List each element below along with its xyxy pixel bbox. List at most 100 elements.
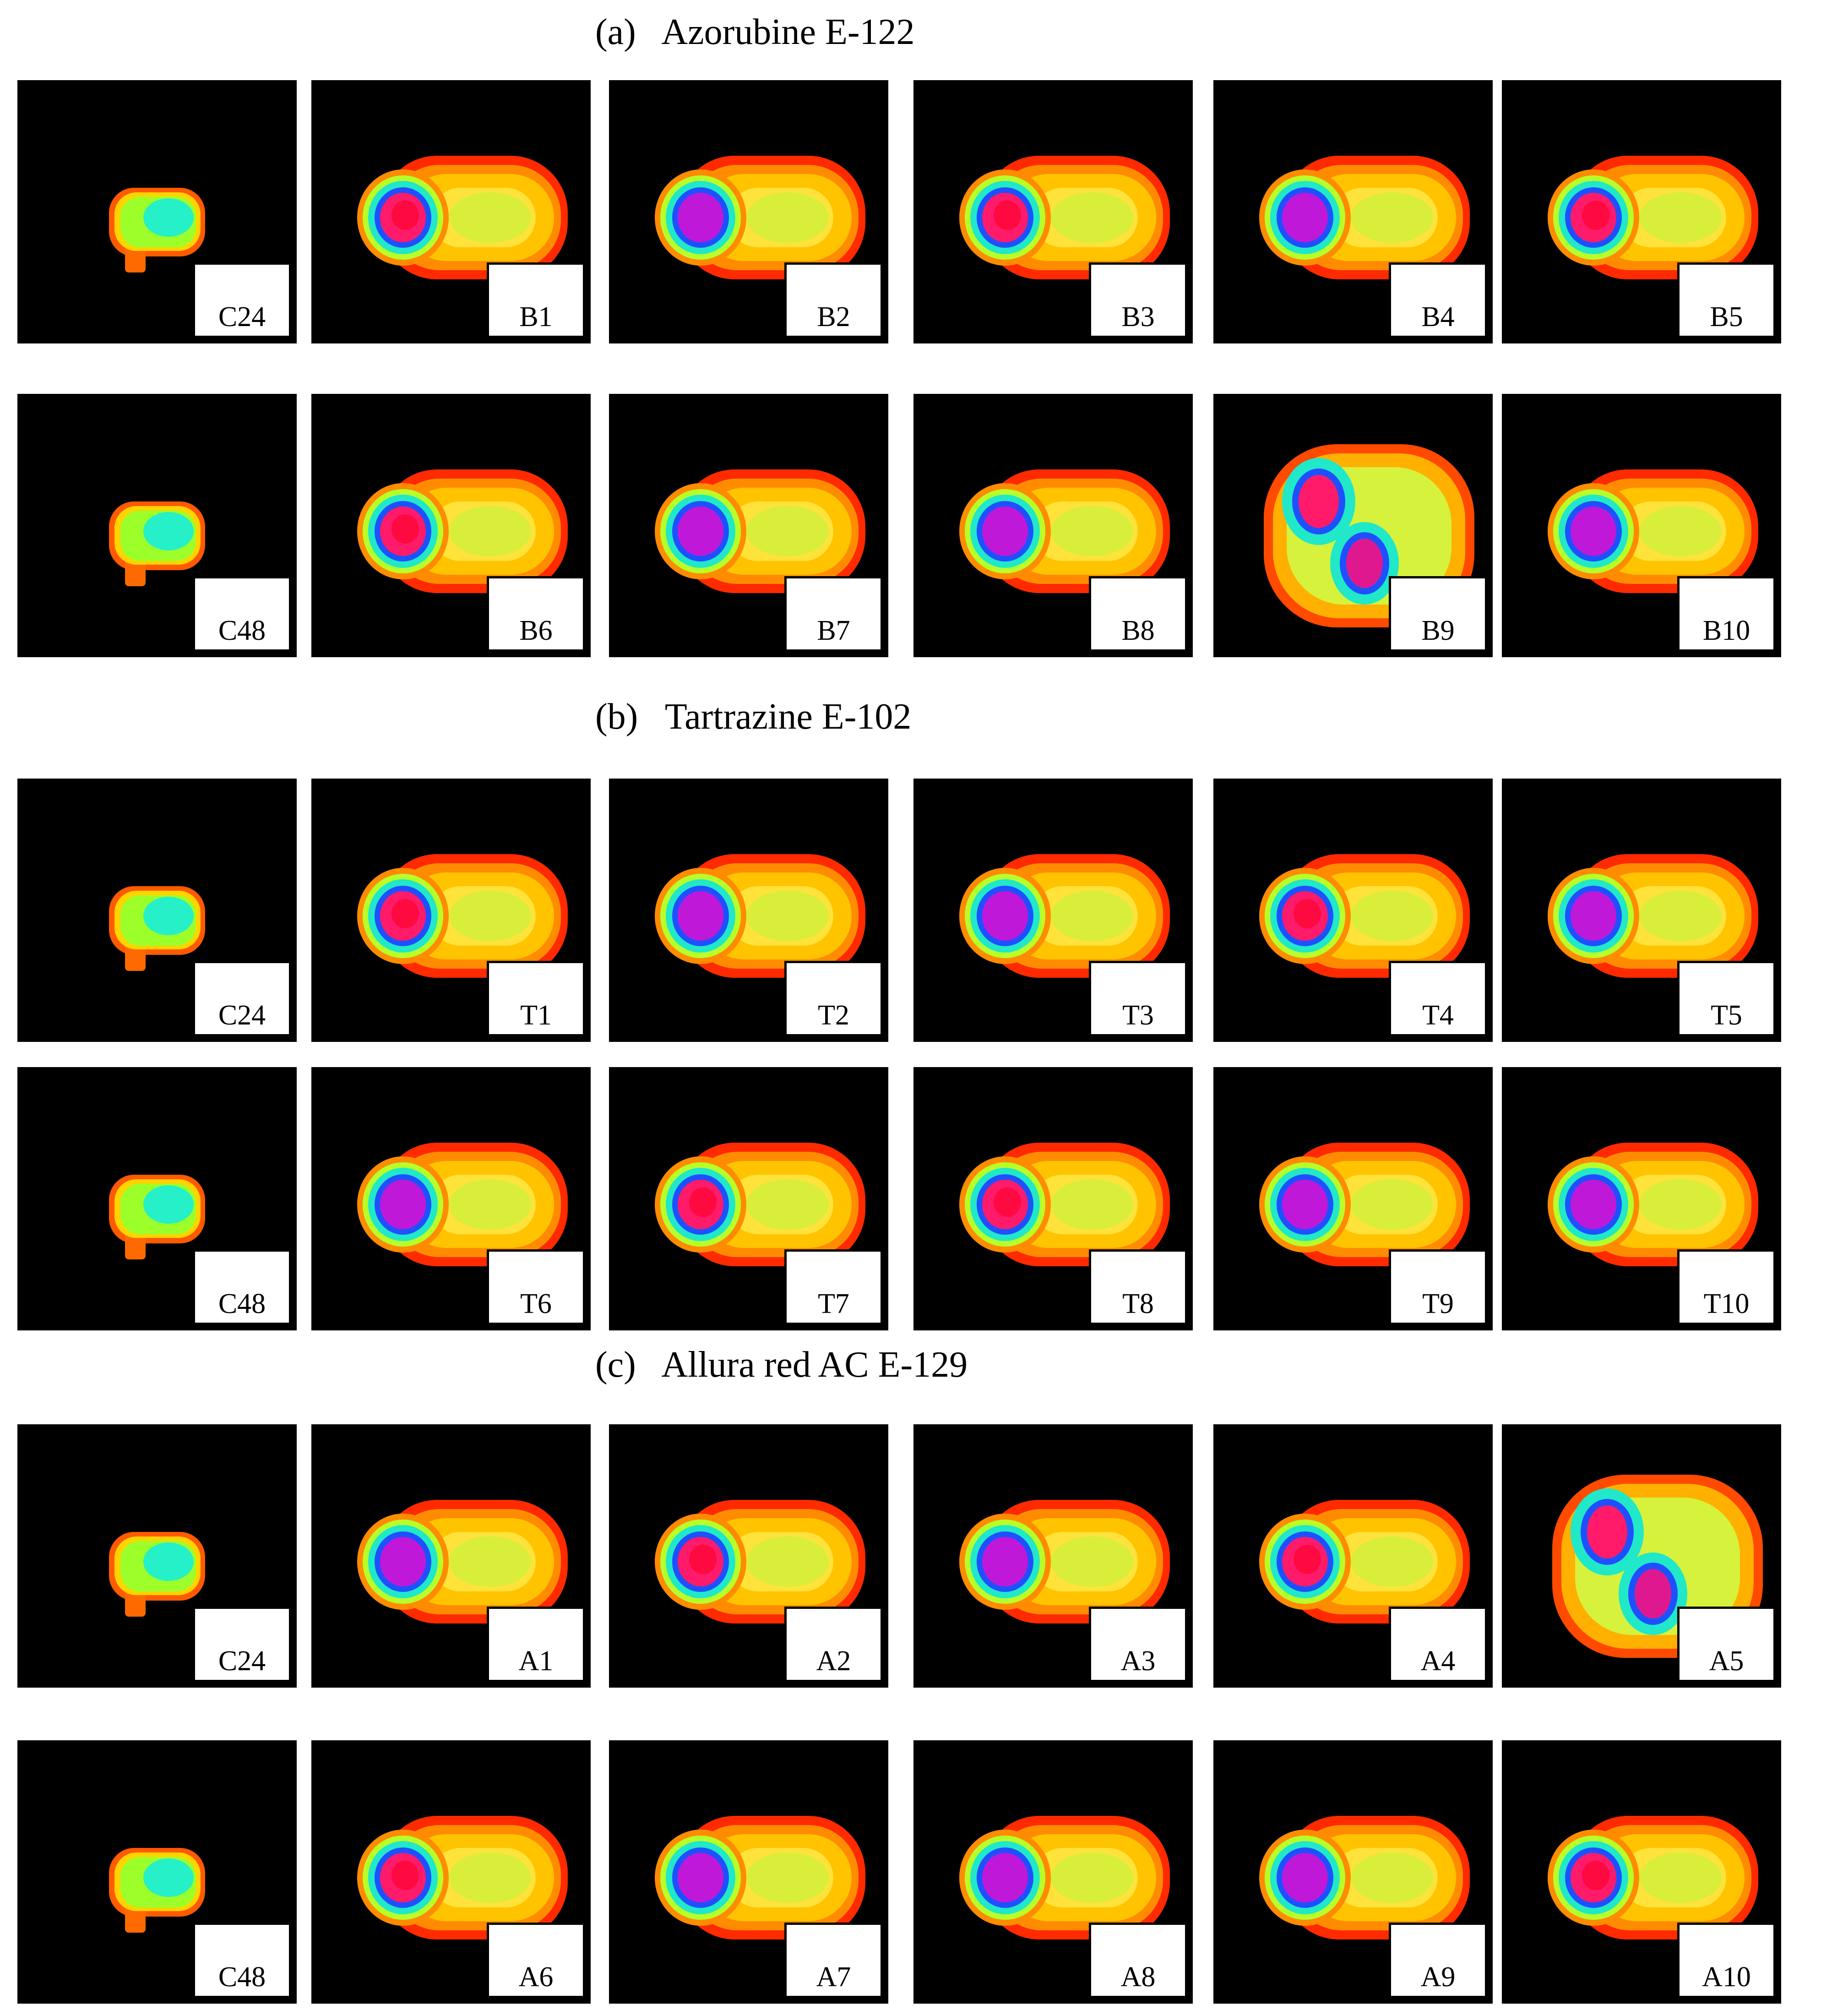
comet-image-panel: B1 [311,80,591,343]
panel-label: C48 [193,1249,291,1325]
panel-label: A7 [784,1923,883,1998]
comet-cell [1548,469,1758,593]
comet-cell [655,1143,865,1266]
panel-label: A10 [1677,1923,1776,1998]
comet-image [959,854,1170,978]
panel-label: B7 [784,576,883,652]
comet-image-panel: A9 [1213,1740,1493,2004]
panel-label: B9 [1389,576,1487,652]
comet-cell [1259,1500,1470,1624]
comet-image [109,188,205,272]
comet-cell [357,156,568,279]
panel-label: T6 [487,1249,585,1325]
section-title: (a) Azorubine E-122 [595,12,915,52]
comet-image-panel: T10 [1502,1067,1781,1330]
panel-label: C24 [193,262,291,338]
comet-image [959,1816,1170,1940]
comet-image-panel: C48 [17,1067,297,1330]
comet-image-panel: C24 [17,1424,297,1688]
comet-image [357,469,568,593]
comet-cell [1259,1143,1470,1266]
comet-cell [1548,854,1758,978]
panel-label: C24 [193,961,291,1036]
panel-label: T5 [1677,961,1776,1036]
comet-image [1548,1143,1758,1266]
panel-label: A8 [1089,1923,1187,1998]
comet-image-panel: T8 [913,1067,1193,1330]
panel-label: B5 [1677,262,1776,338]
panel-label: A5 [1677,1607,1776,1682]
panel-label: B3 [1089,262,1187,338]
panel-label: T7 [784,1249,883,1325]
comet-cell [1259,1816,1470,1940]
comet-image-panel: B8 [913,394,1193,657]
panel-label: T10 [1677,1249,1776,1325]
control-nucleus [109,1848,205,1933]
comet-image-panel: A4 [1213,1424,1493,1688]
comet-image [357,1143,568,1266]
comet-image-panel: T9 [1213,1067,1493,1330]
control-nucleus [109,501,205,586]
panel-label: C48 [193,576,291,652]
comet-image-panel: B4 [1213,80,1493,343]
comet-image-panel: C24 [17,779,297,1042]
panel-label: C24 [193,1607,291,1682]
comet-image [655,469,865,593]
comet-image-panel: A2 [609,1424,888,1688]
panel-label: A3 [1089,1607,1187,1682]
panel-label: B10 [1677,576,1776,652]
control-nucleus [109,1175,205,1259]
comet-image-panel: A7 [609,1740,888,2004]
comet-image [959,156,1170,279]
comet-image-panel: T5 [1502,779,1781,1042]
panel-label: T3 [1089,961,1187,1036]
panel-label: B8 [1089,576,1187,652]
control-nucleus [109,188,205,272]
comet-cell [655,854,865,978]
comet-image-panel: T3 [913,779,1193,1042]
comet-image [655,1816,865,1940]
comet-image-panel: B5 [1502,80,1781,343]
panel-label: B4 [1389,262,1487,338]
comet-image [357,156,568,279]
comet-cell [1548,156,1758,279]
panel-label: B1 [487,262,585,338]
comet-image [109,1175,205,1259]
comet-cell [655,1500,865,1624]
control-nucleus [109,886,205,971]
panel-label: C48 [193,1923,291,1998]
comet-image-panel: C24 [17,80,297,343]
panel-label: T2 [784,961,883,1036]
comet-image-panel: C48 [17,1740,297,2004]
comet-image [1259,1500,1470,1624]
section-title: (b) Tartrazine E-102 [595,697,912,737]
comet-cell [357,1500,568,1624]
comet-image [1548,469,1758,593]
comet-cell [959,156,1170,279]
comet-image-panel: T2 [609,779,888,1042]
comet-image-panel: T6 [311,1067,591,1330]
comet-image-panel: A6 [311,1740,591,2004]
panel-label: A9 [1389,1923,1487,1998]
comet-image-panel: A8 [913,1740,1193,2004]
comet-image-panel: B7 [609,394,888,657]
comet-image-panel: B3 [913,80,1193,343]
comet-image-panel: A5 [1502,1424,1781,1688]
panel-label: T9 [1389,1249,1487,1325]
comet-image [959,469,1170,593]
comet-image [655,156,865,279]
comet-cell [959,1143,1170,1266]
comet-cell [1548,1816,1758,1940]
comet-image [357,1500,568,1624]
comet-cell [959,469,1170,593]
comet-cell [655,469,865,593]
comet-cell [1548,1143,1758,1266]
comet-cell [1259,854,1470,978]
comet-image-panel: B9 [1213,394,1493,657]
panel-label: T4 [1389,961,1487,1036]
panel-label: A6 [487,1923,585,1998]
panel-label: T1 [487,961,585,1036]
comet-image-panel: B2 [609,80,888,343]
comet-image [357,1816,568,1940]
comet-image-panel: C48 [17,394,297,657]
